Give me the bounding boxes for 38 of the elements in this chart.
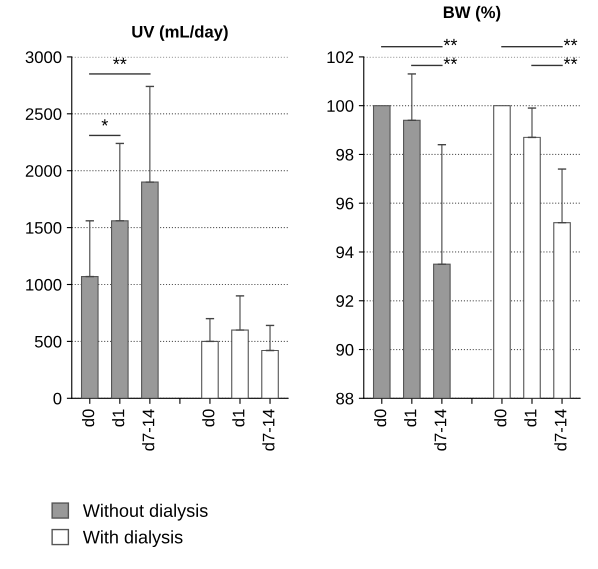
annotation: ** [564, 58, 578, 64]
y-tick-label: 102 [328, 51, 354, 64]
y-tick-label: 98 [336, 148, 354, 161]
y-tick-label: 500 [34, 336, 62, 348]
x-tick-label: d7-14 [434, 409, 446, 451]
x-tick-label: d1 [232, 410, 244, 427]
x-tick-label: d1 [524, 410, 536, 427]
y-tick-label: 1500 [26, 222, 62, 234]
y-tick-label: 3000 [26, 51, 62, 64]
y-tick-label: 100 [328, 100, 354, 112]
x-tick-label: d7-14 [554, 409, 567, 451]
y-tick-label: 92 [336, 295, 354, 307]
y-tick-label: 96 [336, 198, 354, 210]
x-tick-label: d7-14 [142, 409, 154, 451]
annotation: ** [113, 58, 127, 64]
y-tick-label: 2000 [26, 165, 62, 177]
x-tick-label: d0 [202, 409, 214, 427]
y-tick-label: 90 [336, 344, 354, 356]
x-tick-label: d0 [374, 409, 386, 427]
x-tick-label: d0 [494, 409, 506, 427]
legend-label: With dialysis [82, 530, 182, 548]
chart-title: UV (mL/day) [132, 25, 228, 41]
annotation: ** [444, 58, 458, 64]
y-tick-label: 0 [53, 392, 62, 405]
bar [261, 350, 279, 398]
y-tick-label: 1000 [26, 278, 62, 291]
x-tick-label: d1 [404, 410, 416, 427]
annotation: * [102, 119, 108, 126]
y-tick-label: 2500 [26, 108, 62, 120]
x-tick-label: d7-14 [262, 409, 275, 451]
x-tick-label: d1 [112, 410, 124, 427]
y-tick-label: 94 [336, 246, 354, 258]
chart-title: BW (%) [444, 6, 500, 22]
legend-label: Without dialysis [82, 504, 208, 521]
x-tick-label: d0 [82, 409, 94, 427]
text: ** [444, 38, 458, 46]
y-tick-label: 88 [336, 392, 354, 405]
text: ** [564, 38, 578, 46]
